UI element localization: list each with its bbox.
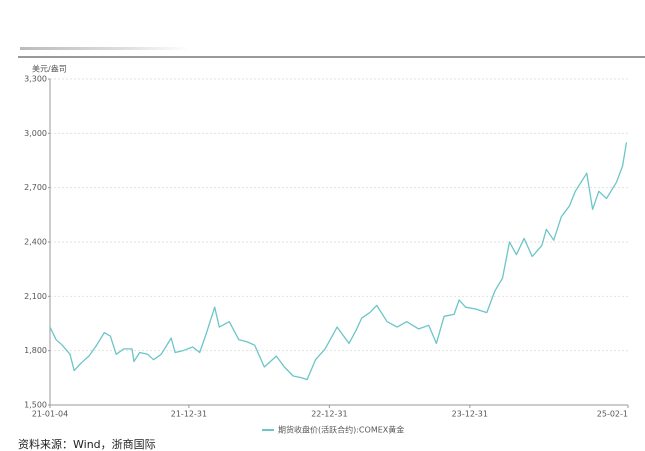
y-tick-label: 2,400 <box>24 238 47 247</box>
y-axis-label: 美元/盎司 <box>32 64 67 74</box>
y-tick-label: 3,000 <box>24 129 47 138</box>
source-note: 资料来源：Wind，浙商国际 <box>18 437 156 451</box>
y-tick-label: 1,800 <box>24 346 47 355</box>
x-tick-label: 23-12-31 <box>452 410 488 419</box>
x-tick-label: 25-02-1 <box>597 410 628 419</box>
legend-label: 期货收盘价(活跃合约):COMEX黄金 <box>278 425 404 435</box>
header-accent <box>20 47 190 50</box>
y-tick-label: 3,300 <box>24 75 47 84</box>
y-tick-label: 2,700 <box>24 183 47 192</box>
data-line <box>49 142 628 381</box>
y-tick-label: 2,100 <box>24 292 47 301</box>
x-tick-label: 22-12-31 <box>311 410 347 419</box>
x-tick-label: 21-01-04 <box>32 410 68 419</box>
x-tick-label: 21-12-31 <box>171 410 207 419</box>
y-tick-label: 1,500 <box>24 401 47 410</box>
